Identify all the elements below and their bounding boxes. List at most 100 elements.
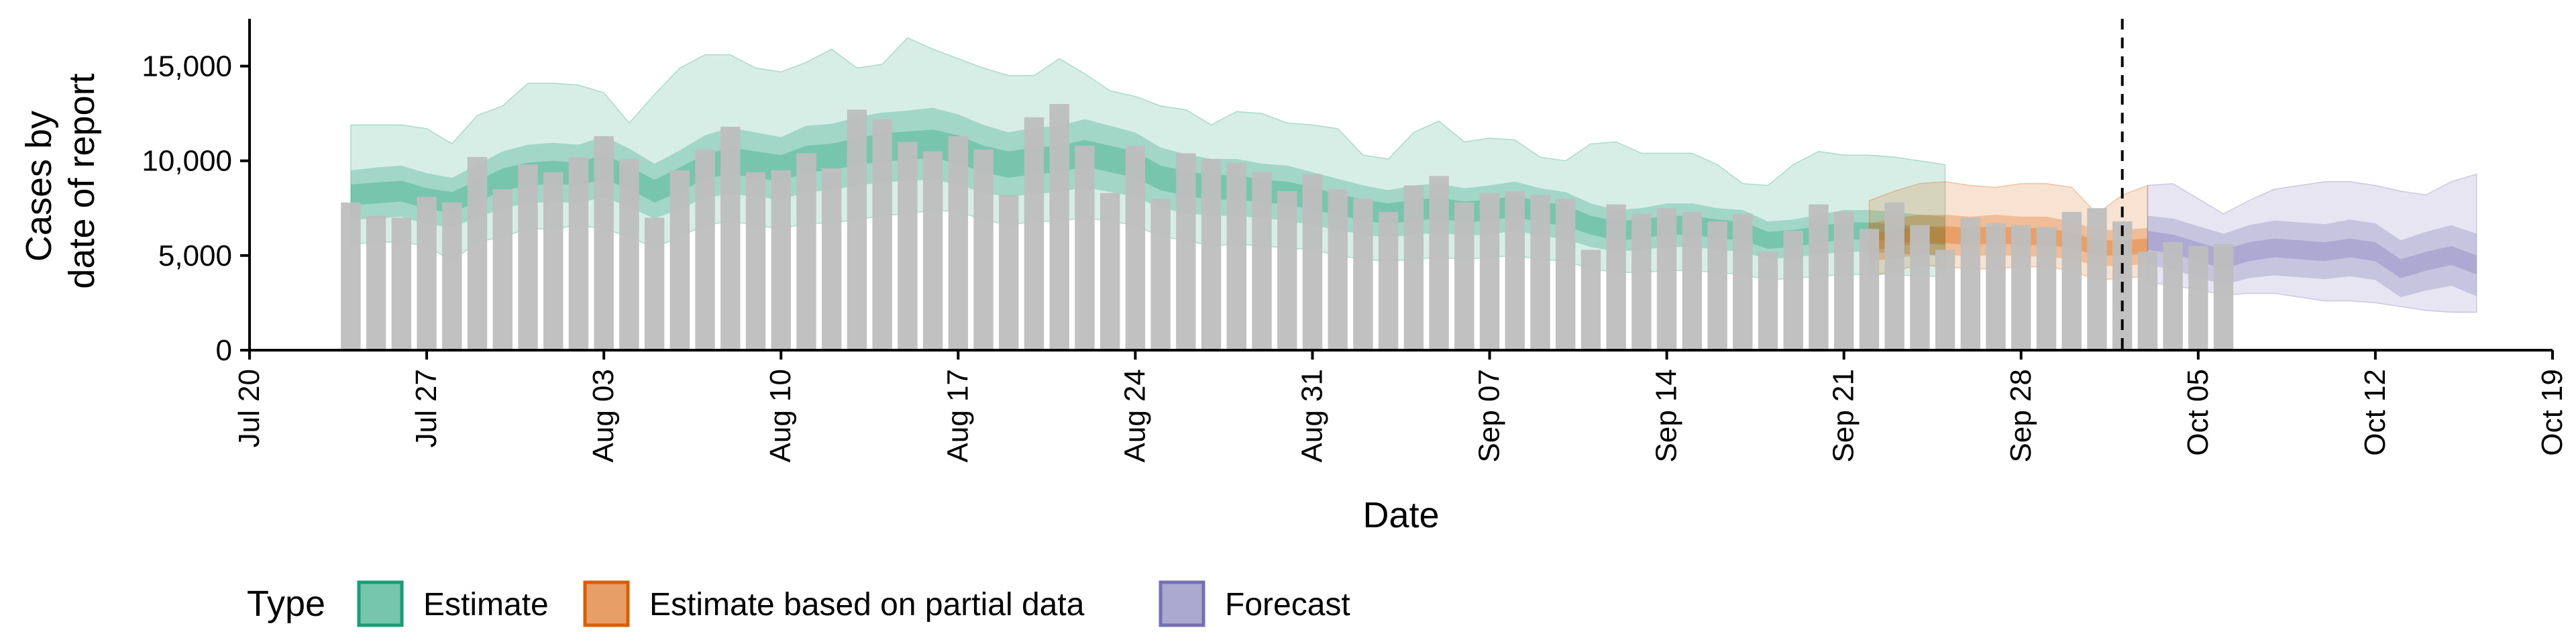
- bar: [2061, 211, 2082, 350]
- bar: [1353, 199, 1373, 350]
- bar: [720, 126, 741, 350]
- bar: [1656, 208, 1677, 350]
- x-tick-label: Aug 03: [587, 369, 620, 462]
- bar: [594, 136, 614, 350]
- bar: [973, 149, 994, 350]
- bar: [1505, 191, 1525, 350]
- bar: [1682, 211, 1703, 350]
- x-tick-label: Aug 10: [764, 369, 797, 462]
- legend-swatch: [357, 580, 404, 627]
- bar: [391, 217, 412, 350]
- legend-swatch: [583, 580, 630, 627]
- bar: [1454, 202, 1474, 350]
- x-tick-label: Sep 14: [1650, 369, 1683, 462]
- bar: [669, 170, 690, 351]
- bar: [492, 189, 513, 350]
- bar: [695, 149, 715, 350]
- axes: 0 5,000 10,000 15,000 Jul 20 Jul 27 Aug 03 Aug…: [142, 19, 2569, 462]
- bar: [1328, 189, 1348, 350]
- bar: [1733, 213, 1753, 350]
- bar: [1556, 199, 1576, 350]
- bar: [847, 109, 867, 351]
- bar: [442, 202, 462, 350]
- x-tick-label: Aug 17: [941, 369, 974, 462]
- x-tick-label: Oct 19: [2536, 369, 2569, 456]
- bar: [745, 172, 766, 350]
- bar: [1910, 225, 1930, 350]
- legend-title: Type: [247, 584, 325, 624]
- x-axis-ticks: Jul 20 Jul 27 Aug 03 Aug 10 Aug 17 Aug 24 Aug …: [233, 350, 2569, 462]
- legend-label: Estimate based on partial data: [649, 587, 1085, 623]
- bar: [1176, 153, 1196, 350]
- bar: [1201, 158, 1222, 351]
- bar: [821, 168, 842, 350]
- y-axis-title-line-1: Cases by: [19, 111, 59, 262]
- bar: [1707, 221, 1727, 350]
- bar: [2213, 244, 2234, 350]
- bar: [1833, 211, 1854, 350]
- bar: [999, 195, 1019, 350]
- reported-cases-bars: [341, 104, 2234, 351]
- bar: [1479, 193, 1500, 350]
- legend-item: Estimate: [357, 580, 549, 627]
- x-tick-label: Oct 05: [2182, 369, 2214, 456]
- y-axis-title: Cases by date of report: [19, 73, 102, 288]
- legend-label: Estimate: [423, 587, 549, 623]
- bar: [644, 217, 665, 350]
- y-axis-title-line-2: date of report: [62, 73, 102, 288]
- bar: [518, 164, 538, 351]
- bar: [2087, 208, 2107, 350]
- x-tick-label: Sep 21: [1827, 369, 1860, 462]
- bar: [1809, 204, 1829, 350]
- bar: [619, 158, 639, 351]
- bar: [1429, 176, 1449, 350]
- bar: [1378, 211, 1399, 350]
- bar: [1252, 172, 1272, 350]
- bar: [1075, 146, 1095, 351]
- bar: [1631, 213, 1652, 350]
- legend: Type Estimate Estimate based on partial d…: [247, 580, 1350, 627]
- bar: [872, 119, 892, 350]
- series-estimate: [350, 37, 1946, 281]
- bar: [1099, 193, 1120, 350]
- y-tick-label: 0: [216, 334, 232, 367]
- legend-item: Forecast: [1159, 580, 1350, 627]
- bar: [948, 136, 969, 350]
- y-axis-ticks: 0 5,000 10,000 15,000: [142, 50, 250, 367]
- legend-item: Estimate based on partial data: [583, 580, 1085, 627]
- bar: [1049, 104, 1069, 350]
- bar: [2036, 227, 2057, 350]
- bar: [1277, 191, 1297, 350]
- bar: [1758, 252, 1778, 350]
- bar: [1150, 199, 1171, 350]
- bar: [1024, 117, 1044, 350]
- x-tick-label: Aug 24: [1118, 369, 1151, 462]
- x-tick-label: Jul 27: [410, 369, 443, 447]
- x-axis-title: Date: [1362, 495, 1439, 535]
- bar: [1960, 217, 1981, 350]
- legend-label: Forecast: [1225, 587, 1350, 623]
- bar: [1125, 146, 1146, 351]
- bar: [1530, 195, 1550, 350]
- bar: [922, 151, 943, 350]
- x-tick-label: Oct 12: [2359, 369, 2392, 456]
- bar: [341, 202, 361, 350]
- bar: [1302, 174, 1323, 350]
- legend-swatch: [1159, 580, 1205, 627]
- bar: [366, 215, 386, 350]
- bar: [1986, 223, 2006, 350]
- bar: [1783, 231, 1803, 350]
- bar: [898, 142, 918, 350]
- bar: [467, 157, 488, 350]
- x-tick-label: Aug 31: [1295, 369, 1328, 462]
- bar: [568, 157, 589, 350]
- plot-area: [341, 19, 2477, 351]
- y-tick-label: 10,000: [142, 145, 232, 178]
- x-tick-label: Sep 28: [2004, 369, 2037, 462]
- bar: [1859, 229, 1880, 350]
- bar: [796, 153, 816, 350]
- bar: [771, 170, 791, 351]
- bar: [1403, 185, 1424, 350]
- bar: [417, 197, 437, 350]
